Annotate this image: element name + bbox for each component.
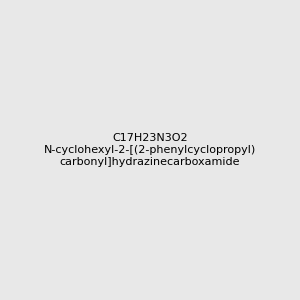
Text: C17H23N3O2
N-cyclohexyl-2-[(2-phenylcyclopropyl)
carbonyl]hydrazinecarboxamide: C17H23N3O2 N-cyclohexyl-2-[(2-phenylcycl… [44,134,256,166]
